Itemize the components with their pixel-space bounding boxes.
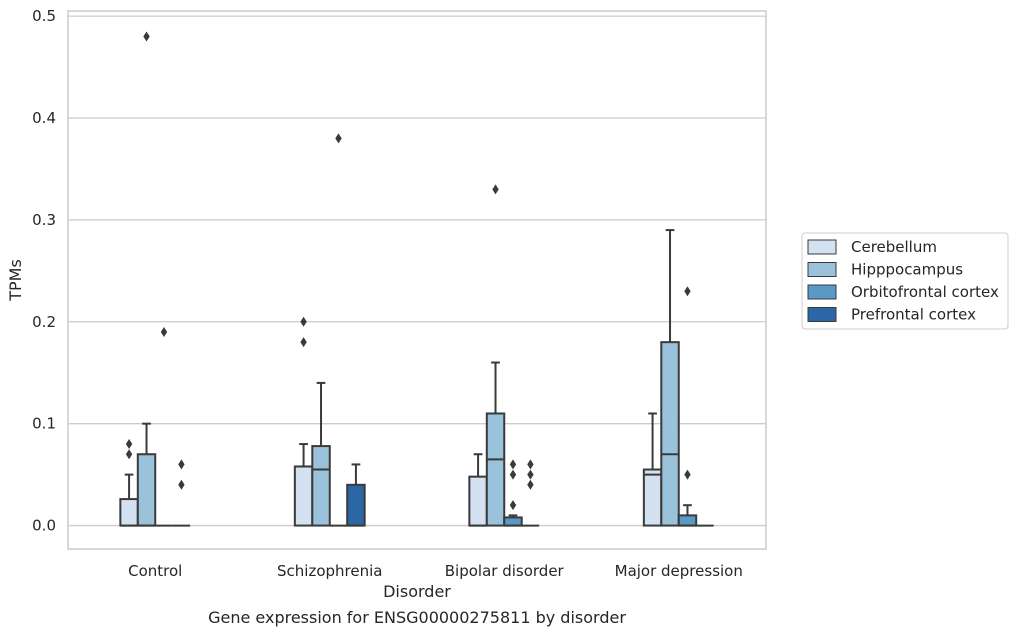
box-orbitofrontal-cortex: [503, 459, 523, 527]
x-tick-label: Schizophrenia: [277, 562, 382, 580]
chart-title: Gene expression for ENSG00000275811 by d…: [208, 608, 626, 627]
box-body: [119, 498, 139, 527]
legend-label: Cerebellum: [851, 238, 937, 256]
box-hipppocampus: [311, 381, 331, 527]
legend-label: Prefrontal cortex: [851, 306, 976, 324]
box-cerebellum: [468, 453, 488, 527]
outlier-point: [684, 469, 691, 480]
outlier-point: [684, 286, 691, 297]
legend-frame: [801, 232, 1009, 330]
box-body: [642, 468, 663, 527]
outlier-point: [143, 31, 150, 42]
legend-swatch: [807, 307, 837, 322]
box-body: [677, 514, 698, 527]
box-hipppocampus: [660, 229, 680, 527]
y-tick-labels: 0.0 0.1 0.2 0.3 0.4 0.5: [32, 7, 56, 534]
outlier-point: [300, 316, 307, 327]
box-body: [485, 412, 506, 527]
outlier-point: [160, 326, 168, 337]
box-body: [468, 475, 488, 527]
y-tick-label: 0.3: [32, 211, 56, 229]
y-axis-title: TPMs: [6, 259, 25, 302]
outlier-point: [527, 459, 534, 470]
x-tick-label: Major depression: [615, 562, 743, 580]
x-tick-labels: Control Schizophrenia Bipolar disorder Majo…: [128, 562, 743, 580]
box-body: [660, 341, 680, 527]
legend-swatch: [807, 284, 837, 300]
outlier-point: [509, 500, 517, 511]
y-tick-label: 0.4: [32, 109, 56, 127]
plot-frame: [67, 10, 767, 550]
outlier-point: [509, 459, 517, 470]
box-body: [311, 445, 331, 527]
outlier-point: [178, 459, 185, 470]
box-cerebellum: [642, 412, 663, 527]
box-cerebellum: [119, 439, 139, 527]
box-orbitofrontal-cortex: [329, 133, 348, 527]
outlier-point: [335, 133, 342, 144]
outlier-point: [492, 184, 499, 195]
box-body: [503, 516, 523, 527]
outlier-point: [527, 479, 534, 490]
box-layer: [119, 31, 714, 527]
outlier-point: [178, 479, 185, 490]
y-tick-label: 0.2: [32, 313, 56, 331]
outlier-point: [125, 449, 133, 460]
outlier-point: [300, 337, 307, 348]
box-cerebellum: [293, 316, 314, 527]
x-tick-label: Control: [128, 562, 182, 580]
legend: Cerebellum Hipppocampus Orbitofrontal cort…: [801, 232, 1009, 330]
x-tick-label: Bipolar disorder: [445, 562, 565, 580]
legend-label: Orbitofrontal cortex: [851, 283, 999, 301]
box-orbitofrontal-cortex: [677, 286, 698, 527]
legend-label: Hipppocampus: [851, 261, 963, 279]
box-prefrontal-cortex: [521, 459, 540, 527]
box-body: [293, 465, 314, 527]
box-hipppocampus: [485, 184, 506, 527]
outlier-point: [527, 469, 534, 480]
legend-swatch: [807, 262, 837, 277]
legend-swatch: [807, 239, 837, 255]
box-prefrontal-cortex: [172, 459, 191, 527]
box-hipppocampus: [136, 31, 157, 527]
box-body: [136, 453, 157, 527]
y-tick-label: 0.1: [32, 415, 56, 433]
outlier-point: [125, 439, 133, 450]
outlier-point: [509, 469, 517, 480]
box-body: [346, 483, 366, 527]
x-axis-title: Disorder: [383, 582, 451, 601]
box-orbitofrontal-cortex: [155, 326, 173, 527]
y-tick-label: 0.5: [32, 7, 56, 25]
box-prefrontal-cortex: [346, 463, 366, 527]
y-tick-label: 0.0: [32, 517, 56, 535]
